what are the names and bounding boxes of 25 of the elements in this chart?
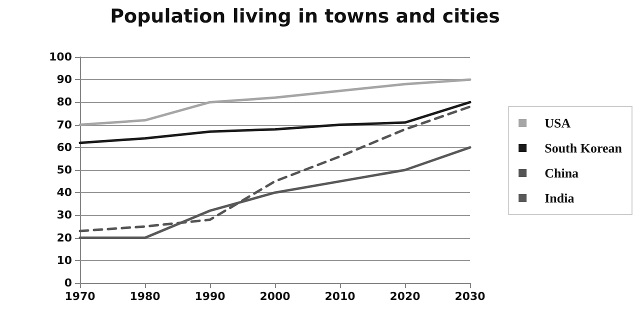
x-tick-label: 1970	[64, 290, 96, 303]
legend-label: China	[544, 166, 580, 180]
legend-label: India	[544, 190, 575, 206]
line-series	[78, 78, 472, 126]
legend-label: South Korean	[544, 140, 623, 156]
y-tick-label: 90	[56, 73, 72, 86]
x-tick-label: 2010	[324, 290, 356, 303]
y-tick-label: 40	[56, 186, 72, 200]
y-tick-label: 100	[49, 50, 72, 64]
y-tick-label: 20	[56, 231, 72, 244]
x-tick-label: 1990	[194, 290, 226, 303]
y-tick-label: 80	[56, 96, 72, 109]
x-tick-label: 2000	[260, 290, 291, 303]
y-tick-label: 10	[56, 254, 72, 267]
x-tick-label: 1980	[130, 290, 161, 303]
y-tick-label: 30	[56, 208, 72, 222]
chart-title: Population living in towns and cities	[110, 6, 500, 28]
y-tick-label: 70	[56, 118, 72, 132]
x-tick-label: 2020	[390, 290, 421, 303]
legend-label: USA	[544, 116, 572, 130]
y-tick-label: 50	[56, 164, 72, 176]
line-series	[78, 100, 472, 144]
y-tick-label: 60	[56, 140, 72, 154]
y-tick-label: 0	[64, 276, 72, 290]
x-tick-label: 2030	[454, 290, 486, 303]
